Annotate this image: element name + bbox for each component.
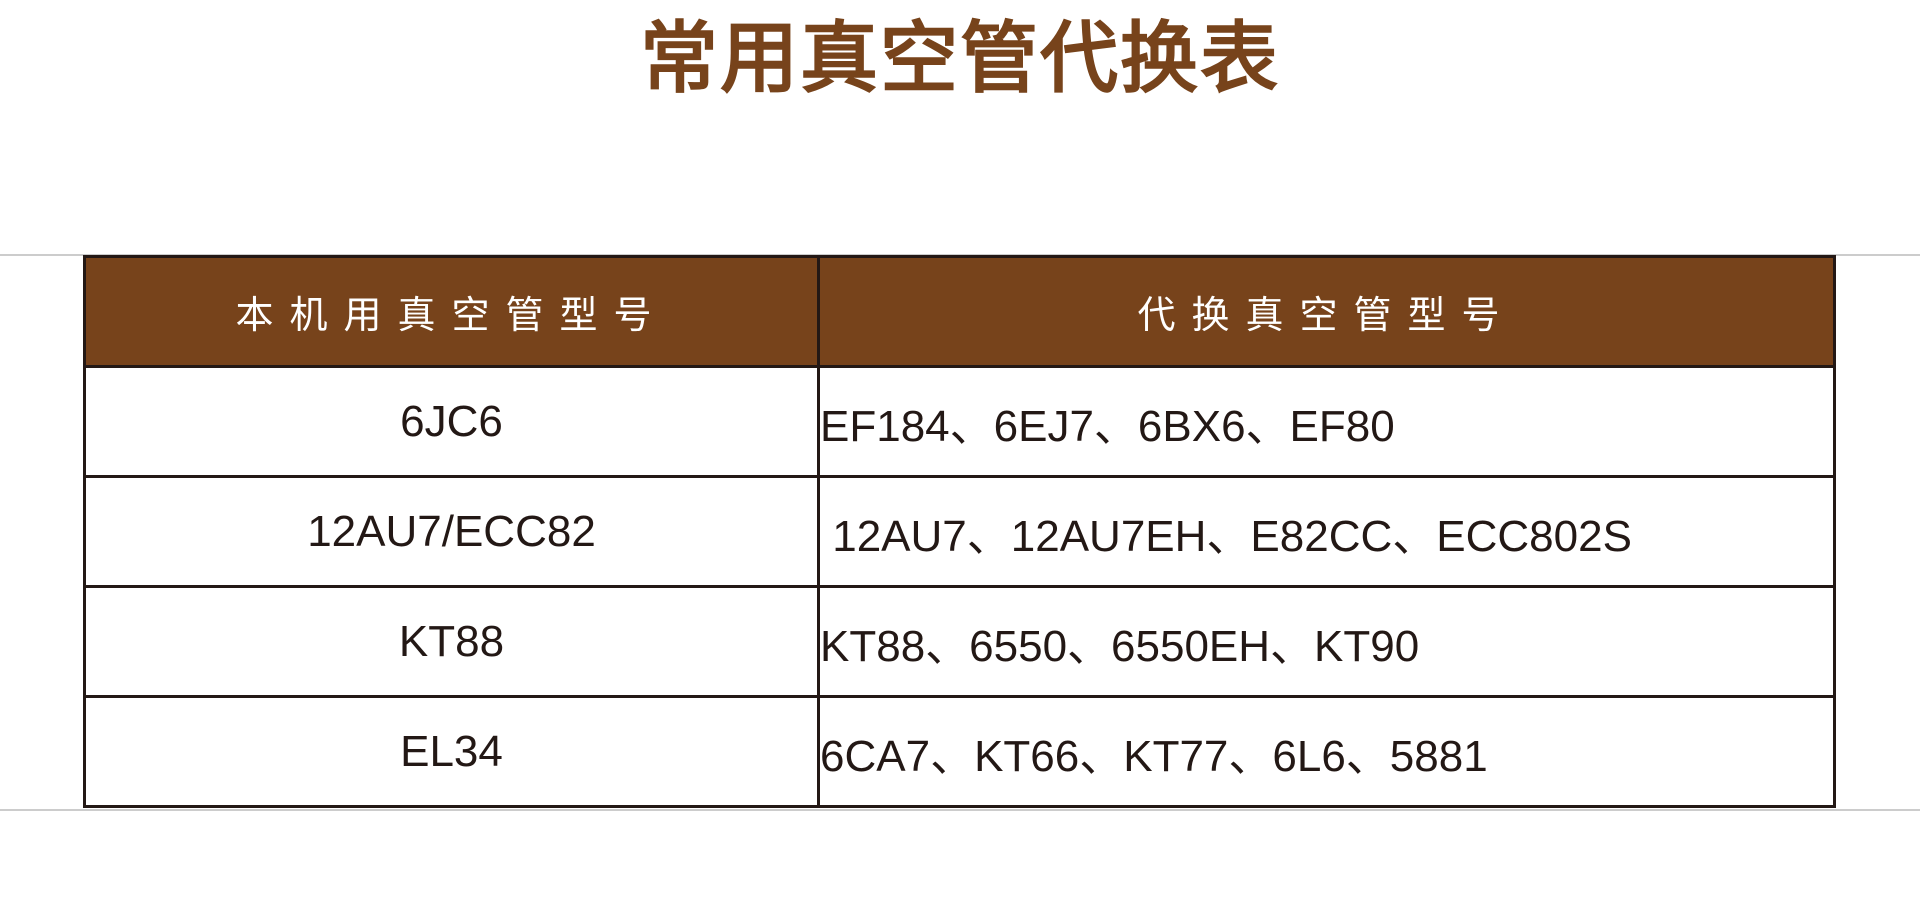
source-tube-cell: 12AU7/ECC82 bbox=[83, 475, 820, 588]
replacement-tubes-cell: EF184、6EJ7、6BX6、EF80 bbox=[817, 365, 1836, 478]
table-row: 6JC6 EF184、6EJ7、6BX6、EF80 bbox=[83, 365, 1836, 478]
divider-line-bottom bbox=[0, 809, 1920, 811]
source-tube-cell: 6JC6 bbox=[83, 365, 820, 478]
table-row: EL34 6CA7、KT66、KT77、6L6、5881 bbox=[83, 695, 1836, 808]
table-header-row: 本机用真空管型号 代换真空管型号 bbox=[83, 255, 1836, 368]
source-tube-cell: KT88 bbox=[83, 585, 820, 698]
page-title: 常用真空管代换表 bbox=[639, 14, 1280, 102]
divider-line-top bbox=[0, 254, 1920, 256]
replacement-tubes-cell: 12AU7、12AU7EH、E82CC、ECC802S bbox=[817, 475, 1836, 588]
replacement-tubes-cell: KT88、6550、6550EH、KT90 bbox=[817, 585, 1836, 698]
column-header-source: 本机用真空管型号 bbox=[83, 255, 820, 368]
table-row: 12AU7/ECC82 12AU7、12AU7EH、E82CC、ECC802S bbox=[83, 475, 1836, 588]
column-header-replacement: 代换真空管型号 bbox=[817, 255, 1836, 368]
tube-replacement-table: 本机用真空管型号 代换真空管型号 6JC6 EF184、6EJ7、6BX6、EF… bbox=[83, 255, 1836, 808]
replacement-tubes-cell: 6CA7、KT66、KT77、6L6、5881 bbox=[817, 695, 1836, 808]
source-tube-cell: EL34 bbox=[83, 695, 820, 808]
table-row: KT88 KT88、6550、6550EH、KT90 bbox=[83, 585, 1836, 698]
